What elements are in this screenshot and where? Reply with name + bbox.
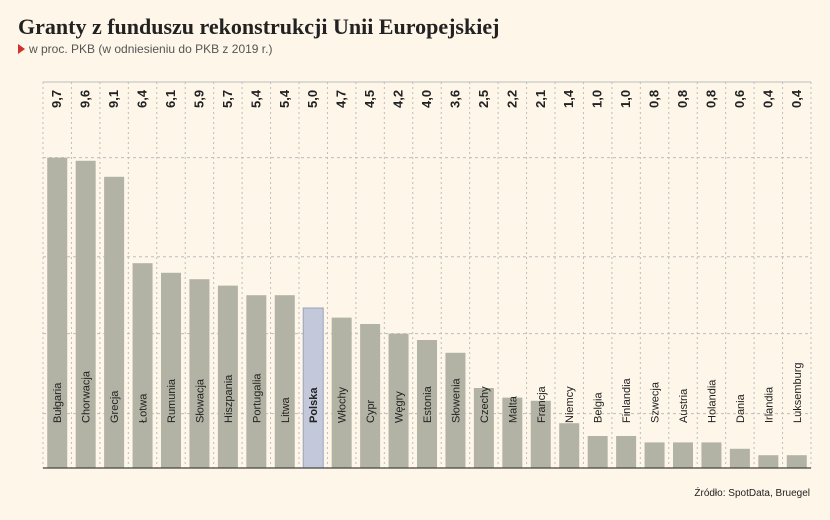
category-label-26: Luksemburg	[792, 362, 804, 423]
value-label-24: 0,6	[732, 90, 747, 108]
bar-5	[189, 279, 210, 468]
value-label-6: 5,7	[220, 90, 235, 108]
value-label-3: 6,4	[135, 89, 150, 108]
value-label-10: 4,7	[334, 90, 349, 108]
value-label-18: 1,4	[561, 89, 576, 108]
category-label-15: Czechy	[479, 386, 491, 423]
value-label-5: 5,9	[191, 90, 206, 108]
bar-24	[729, 448, 750, 468]
bar-8	[274, 295, 295, 468]
bar-17	[530, 400, 551, 468]
value-label-19: 1,0	[590, 90, 605, 108]
bar-4	[161, 272, 181, 468]
value-label-4: 6,1	[163, 90, 178, 108]
value-label-23: 0,8	[703, 90, 718, 108]
bar-6	[217, 285, 238, 468]
category-label-3: Łotwa	[138, 393, 150, 423]
category-label-8: Litwa	[280, 396, 292, 423]
category-label-7: Portugalia	[251, 373, 263, 423]
value-label-25: 0,4	[760, 89, 775, 108]
bar-22	[673, 442, 693, 468]
bar-23	[701, 442, 722, 468]
category-label-9: Polska	[308, 387, 320, 423]
bar-19	[587, 436, 608, 468]
value-label-20: 1,0	[618, 90, 633, 108]
bar-0	[47, 157, 68, 468]
bar-15	[473, 388, 494, 468]
value-label-2: 9,1	[106, 90, 121, 108]
value-label-7: 5,4	[248, 89, 263, 108]
category-label-10: Włochy	[337, 386, 349, 423]
bar-11	[360, 324, 381, 468]
bar-2	[104, 176, 125, 469]
category-label-23: Holandia	[706, 379, 718, 423]
bar-7	[246, 295, 267, 468]
category-label-21: Szwecja	[650, 381, 662, 423]
value-label-13: 4,0	[419, 90, 434, 108]
category-label-16: Malta	[507, 395, 519, 423]
value-label-17: 2,1	[533, 90, 548, 108]
chart-subtitle: w proc. PKB (w odniesieniu do PKB z 2019…	[18, 42, 272, 56]
value-label-26: 0,4	[789, 89, 804, 108]
bar-25	[758, 455, 779, 468]
bar-26	[786, 455, 807, 468]
category-label-1: Chorwacja	[81, 370, 93, 423]
value-label-15: 2,5	[476, 90, 491, 108]
bar-12	[388, 333, 409, 468]
bar-14	[445, 352, 466, 468]
value-label-14: 3,6	[447, 90, 462, 108]
value-label-21: 0,8	[647, 90, 662, 108]
category-label-17: Francja	[536, 385, 548, 423]
bar-3	[132, 263, 153, 468]
bar-16	[502, 397, 523, 468]
category-label-11: Cypr	[365, 399, 377, 423]
category-label-12: Węgry	[394, 391, 406, 423]
bar-21	[644, 442, 665, 468]
category-label-2: Grecja	[109, 390, 121, 423]
value-label-0: 9,7	[49, 90, 64, 108]
value-label-16: 2,2	[504, 90, 519, 108]
category-label-4: Rumunia	[166, 378, 178, 423]
value-label-11: 4,5	[362, 90, 377, 108]
value-label-12: 4,2	[391, 90, 406, 108]
value-label-9: 5,0	[305, 90, 320, 108]
category-label-0: Bułgaria	[52, 382, 64, 423]
red-triangle-icon	[18, 44, 25, 54]
category-label-6: Hiszpania	[223, 374, 235, 423]
value-label-22: 0,8	[675, 90, 690, 108]
category-label-20: Finlandia	[621, 377, 633, 423]
bar-1	[75, 160, 96, 469]
subtitle-text: w proc. PKB (w odniesieniu do PKB z 2019…	[29, 42, 273, 56]
category-label-25: Irlandia	[763, 386, 775, 423]
category-label-18: Niemcy	[564, 386, 576, 423]
bar-20	[616, 436, 637, 468]
source-note: Źródło: SpotData, Bruegel	[694, 488, 810, 499]
category-label-14: Słowenia	[450, 377, 462, 423]
chart-title: Granty z funduszu rekonstrukcji Unii Eur…	[18, 14, 500, 39]
category-label-5: Słowacja	[194, 378, 206, 423]
value-label-1: 9,6	[78, 90, 93, 108]
bar-13	[417, 340, 437, 468]
bar-18	[559, 423, 580, 468]
bar-10	[331, 317, 352, 468]
category-label-13: Estonia	[422, 385, 434, 423]
value-label-8: 5,4	[277, 89, 292, 108]
category-label-24: Dania	[735, 393, 747, 423]
category-label-19: Belgia	[593, 392, 605, 423]
category-label-22: Austria	[678, 388, 690, 423]
